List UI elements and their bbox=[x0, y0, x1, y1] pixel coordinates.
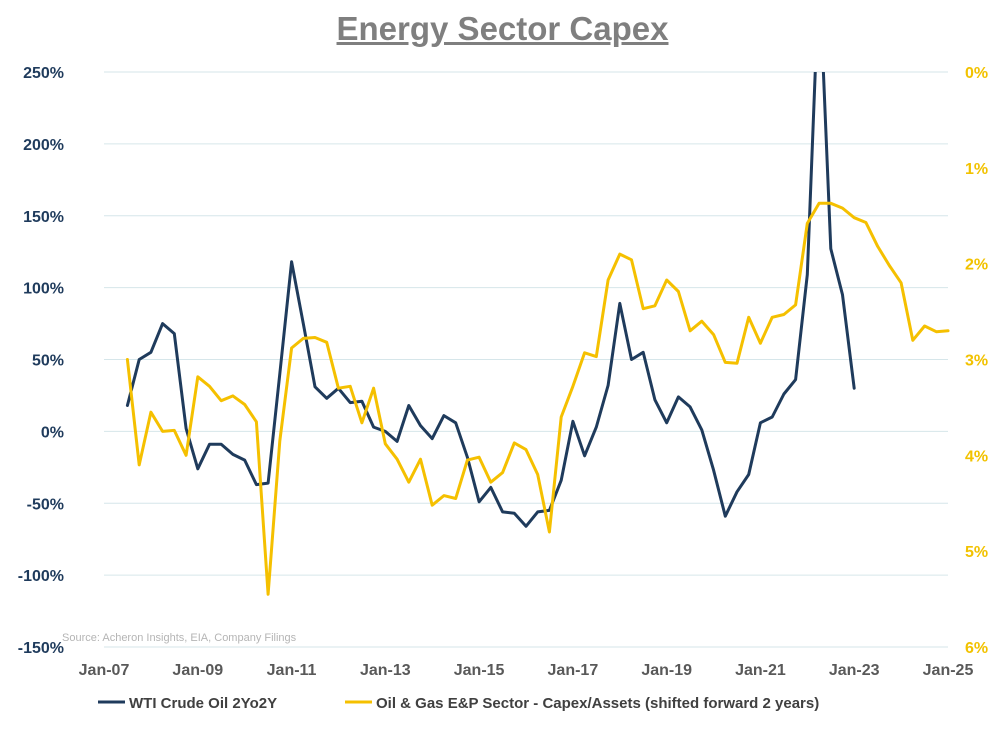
legend-item-wti: WTI Crude Oil 2Yo2Y bbox=[98, 695, 277, 712]
x-tick-label: Jan-17 bbox=[548, 662, 599, 679]
x-tick-label: Jan-07 bbox=[79, 662, 130, 679]
left-tick-label: 0% bbox=[41, 424, 64, 441]
series-lines bbox=[125, 72, 950, 596]
left-tick-label: -50% bbox=[27, 496, 64, 513]
gridlines bbox=[104, 71, 948, 648]
legend-label: Oil & Gas E&P Sector - Capex/Assets (shi… bbox=[376, 695, 819, 712]
right-tick-label: 2% bbox=[965, 257, 988, 274]
x-tick-label: Jan-19 bbox=[641, 662, 692, 679]
left-tick-label: -150% bbox=[18, 640, 64, 657]
x-tick-label: Jan-25 bbox=[923, 662, 974, 679]
right-tick-label: 1% bbox=[965, 161, 988, 178]
source-note: Source: Acheron Insights, EIA, Company F… bbox=[62, 632, 297, 644]
x-axis: Jan-07 Jan-09 Jan-11 Jan-13 Jan-15 Jan-17 Jan-… bbox=[79, 662, 974, 679]
x-tick-label: Jan-13 bbox=[360, 662, 411, 679]
left-tick-label: 150% bbox=[23, 209, 64, 226]
series-line-capex bbox=[125, 201, 950, 596]
legend-item-capex: Oil & Gas E&P Sector - Capex/Assets (shi… bbox=[345, 695, 819, 712]
x-tick-label: Jan-09 bbox=[172, 662, 223, 679]
right-tick-label: 0% bbox=[965, 65, 988, 82]
series-line-wti bbox=[125, 72, 856, 528]
right-axis: 0% 1% 2% 3% 4% 5% 6% bbox=[965, 65, 988, 657]
right-tick-label: 6% bbox=[965, 640, 988, 657]
left-tick-label: -100% bbox=[18, 568, 64, 585]
chart-title: Energy Sector Capex bbox=[336, 10, 669, 47]
x-tick-label: Jan-11 bbox=[267, 662, 317, 679]
x-tick-label: Jan-15 bbox=[454, 662, 505, 679]
left-tick-label: 250% bbox=[23, 65, 64, 82]
left-axis: -150% -100% -50% 0% 50% 100% 150% 200% 250% bbox=[18, 65, 64, 657]
right-tick-label: 5% bbox=[965, 544, 988, 561]
left-tick-label: 200% bbox=[23, 137, 64, 154]
right-tick-label: 4% bbox=[965, 448, 988, 465]
legend-label: WTI Crude Oil 2Yo2Y bbox=[129, 695, 277, 712]
left-tick-label: 50% bbox=[32, 353, 64, 370]
x-tick-label: Jan-21 bbox=[735, 662, 786, 679]
x-tick-label: Jan-23 bbox=[829, 662, 880, 679]
left-tick-label: 100% bbox=[23, 281, 64, 298]
right-tick-label: 3% bbox=[965, 353, 988, 370]
legend: WTI Crude Oil 2Yo2Y Oil & Gas E&P Sector … bbox=[98, 695, 819, 712]
